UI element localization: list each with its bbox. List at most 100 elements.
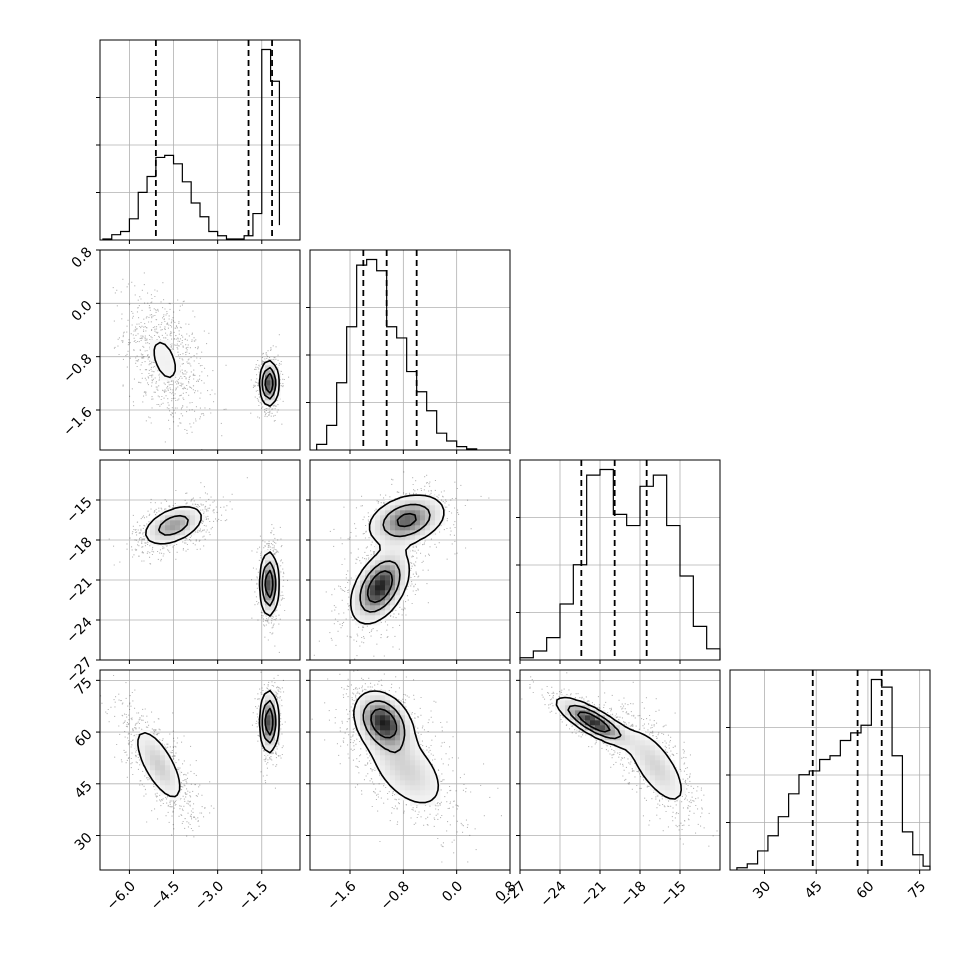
density-cell <box>140 735 146 741</box>
density-cell <box>275 375 281 381</box>
density-cell <box>270 710 276 716</box>
density-cell <box>625 740 631 746</box>
x-tick-label: 30 <box>750 878 774 902</box>
density-cell <box>390 570 396 576</box>
density-cell <box>275 585 281 591</box>
density-cell <box>195 510 201 516</box>
density-cell <box>165 770 171 776</box>
y-tick-label: −24 <box>63 614 95 646</box>
density-cell <box>635 750 641 756</box>
density-cell <box>675 775 681 781</box>
y-tick-label: −0.8 <box>60 351 95 386</box>
density-cell <box>185 525 191 531</box>
x-tick-label: 45 <box>802 878 826 902</box>
density-cell <box>390 525 396 531</box>
density-cell <box>620 735 626 741</box>
density-cell <box>595 720 601 726</box>
density-cell <box>385 575 391 581</box>
density-cell <box>375 720 381 726</box>
density-cell <box>155 355 161 361</box>
density-cell <box>400 500 406 506</box>
density-cell <box>385 535 391 541</box>
density-cell <box>405 520 411 526</box>
density-cell <box>350 605 356 611</box>
density-cell <box>375 555 381 561</box>
density-cell <box>570 700 576 706</box>
density-cell <box>420 780 426 786</box>
density-cell <box>165 360 171 366</box>
density-cell <box>150 770 156 776</box>
panel-frame <box>519 459 721 661</box>
density-cell <box>165 535 171 541</box>
contour-level-1 <box>261 699 277 744</box>
density-cell <box>380 550 386 556</box>
density-cell <box>390 555 396 561</box>
density-cell <box>170 765 176 771</box>
density-cell <box>605 730 611 736</box>
density-cell <box>175 515 181 521</box>
density-cell <box>350 595 356 601</box>
histogram-panel-1 <box>306 249 511 454</box>
density-cell <box>640 750 646 756</box>
density-cell <box>265 370 271 376</box>
density-cell <box>400 545 406 551</box>
density-cell <box>640 770 646 776</box>
density-cell <box>645 765 651 771</box>
density-cell <box>385 725 391 731</box>
density-cell <box>390 515 396 521</box>
density-cell <box>265 745 271 751</box>
density-cell <box>155 530 161 536</box>
histogram-panel-0 <box>96 39 301 244</box>
density-cell <box>405 730 411 736</box>
density-cell <box>400 775 406 781</box>
density-cell <box>670 780 676 786</box>
density-cell <box>165 790 171 796</box>
density-cell <box>375 745 381 751</box>
density-cell <box>165 765 171 771</box>
density-cell <box>190 515 196 521</box>
density-cell <box>390 530 396 536</box>
density-cell <box>410 515 416 521</box>
density-cell <box>160 375 166 381</box>
x-tick-label: −4.5 <box>148 878 183 913</box>
density-cell <box>195 515 201 521</box>
density-cell <box>600 725 606 731</box>
density-cell <box>370 530 376 536</box>
density-cell <box>390 765 396 771</box>
density-cell <box>170 350 176 356</box>
density-cell <box>360 610 366 616</box>
density-cell <box>390 735 396 741</box>
density-cell <box>385 525 391 531</box>
density-cell <box>410 740 416 746</box>
density-cell <box>275 720 281 726</box>
density-cell <box>400 555 406 561</box>
density-cell <box>425 530 431 536</box>
density-cell <box>160 515 166 521</box>
scatter-panel-3_2 <box>516 669 721 874</box>
density-cell <box>395 725 401 731</box>
density-cell <box>410 760 416 766</box>
density-cell <box>395 500 401 506</box>
density-cell <box>425 760 431 766</box>
density-cell <box>195 520 201 526</box>
density-cell <box>400 780 406 786</box>
density-cell <box>360 700 366 706</box>
density-cell <box>265 400 271 406</box>
density-cell <box>370 690 376 696</box>
density-cell <box>635 745 641 751</box>
density-cell <box>150 760 156 766</box>
density-cell <box>275 715 281 721</box>
density-cell <box>620 740 626 746</box>
density-cell <box>415 790 421 796</box>
density-cell <box>405 740 411 746</box>
density-cell <box>365 720 371 726</box>
density-cell <box>150 775 156 781</box>
density-cell <box>165 365 171 371</box>
density-cell <box>410 730 416 736</box>
density-cell <box>375 530 381 536</box>
density-cell <box>140 740 146 746</box>
density-cell <box>600 730 606 736</box>
density-cell <box>430 795 436 801</box>
density-cell <box>435 520 441 526</box>
density-cell <box>170 375 176 381</box>
